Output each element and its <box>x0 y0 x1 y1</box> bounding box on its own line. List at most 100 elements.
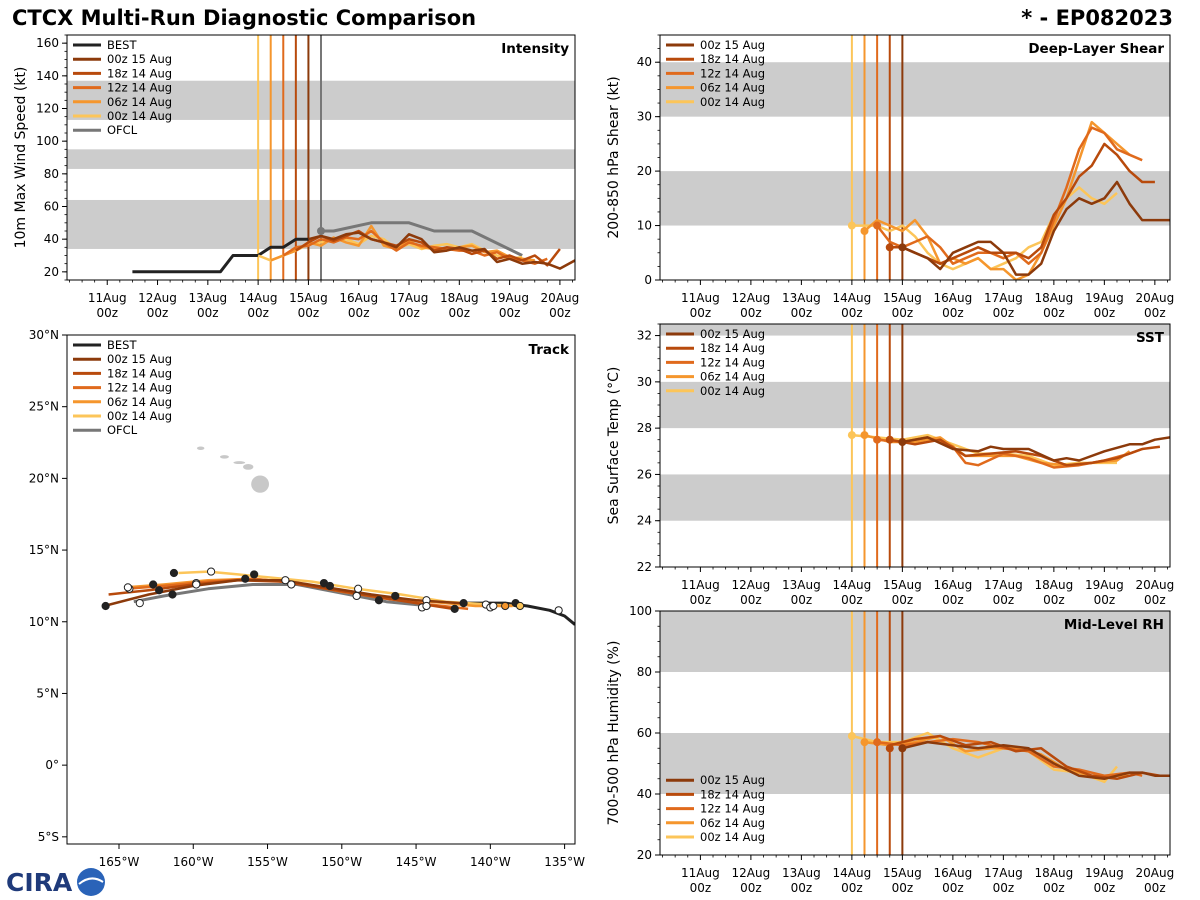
cira-logo: CIRA <box>6 868 105 897</box>
rh-y-tick-label: 40 <box>637 787 652 801</box>
intensity-y-axis-label: 10m Max Wind Speed (kt) <box>13 67 29 249</box>
intensity-panel-title: Intensity <box>501 41 569 57</box>
track-point-23 <box>352 591 361 601</box>
sst-x-tick-label: 16Aug <box>934 578 973 592</box>
rh-band-1 <box>660 611 1170 672</box>
sst-legend-label: 18z 14 Aug <box>700 341 765 355</box>
intensity-series-6 <box>308 231 575 270</box>
cira-logo-text: CIRA <box>6 868 73 897</box>
intensity-x-tick-label-hour: 00z <box>398 306 420 320</box>
intensity-series-0 <box>132 237 309 274</box>
track-point-9 <box>391 591 400 601</box>
sst-legend-label: 06z 14 Aug <box>700 370 765 384</box>
rh-y-tick-label: 80 <box>637 665 652 679</box>
shear-x-tick-label: 11Aug <box>681 291 720 305</box>
rh-x-tick-label-hour: 00z <box>1144 881 1166 895</box>
rh-chart: 2040608010011Aug00z12Aug00z13Aug00z14Aug… <box>606 604 1174 895</box>
track-x-tick-label: 150°W <box>321 855 362 869</box>
track-x-tick-label: 155°W <box>247 855 288 869</box>
rh-y-axis-label: 700-500 hPa Humidity (%) <box>606 641 622 826</box>
track-x-tick-label: 165°W <box>99 855 140 869</box>
intensity-x-tick-label-hour: 00z <box>499 306 521 320</box>
shear-x-tick-label-hour: 00z <box>993 306 1015 320</box>
rh-x-tick-label-hour: 00z <box>690 881 712 895</box>
rh-legend-label: 00z 15 Aug <box>700 773 765 787</box>
rh-y-tick-label: 100 <box>629 604 652 618</box>
rh-marker-3 <box>885 744 894 753</box>
sst-legend-label: 00z 14 Aug <box>700 384 765 398</box>
hawaii-island-0 <box>196 446 205 450</box>
shear-x-tick-label-hour: 00z <box>740 306 762 320</box>
track-point-0 <box>101 601 110 611</box>
sst-plot-area <box>660 324 1170 567</box>
shear-marker-3 <box>885 243 894 252</box>
track-y-tick-label: 30°N <box>29 328 59 342</box>
sst-x-tick-label: 13Aug <box>782 578 821 592</box>
shear-x-tick-label: 13Aug <box>782 291 821 305</box>
sst-y-tick-label: 22 <box>637 560 652 574</box>
intensity-y-tick-label: 40 <box>44 232 59 246</box>
sst-marker-3 <box>885 435 894 444</box>
sst-x-tick-label-hour: 00z <box>993 593 1015 607</box>
sst-x-tick-label: 15Aug <box>883 578 922 592</box>
sst-x-tick-label: 11Aug <box>681 578 720 592</box>
track-legend-label: 00z 14 Aug <box>107 409 172 423</box>
sst-x-tick-label-hour: 00z <box>942 593 964 607</box>
intensity-x-tick-label: 12Aug <box>138 291 177 305</box>
sst-x-tick-label-hour: 00z <box>1144 593 1166 607</box>
hawaii-island-2 <box>233 461 246 465</box>
rh-panel-title: Mid-Level RH <box>1064 617 1164 633</box>
intensity-x-tick-label-hour: 00z <box>549 306 571 320</box>
shear-y-tick-label: 0 <box>644 273 652 287</box>
track-point-19 <box>206 567 216 576</box>
rh-series-3 <box>889 734 1161 781</box>
intensity-series-4 <box>282 229 548 265</box>
sst-x-tick-label-hour: 00z <box>791 593 813 607</box>
track-legend-label: OFCL <box>107 423 138 437</box>
track-y-tick-label: 20°N <box>29 471 59 485</box>
track-point-1 <box>149 580 158 589</box>
rh-series-4 <box>902 740 1170 781</box>
track-point-3 <box>168 590 177 599</box>
rh-x-tick-label-hour: 00z <box>791 881 813 895</box>
track-point-18 <box>192 580 201 589</box>
shear-marker-2 <box>873 221 882 230</box>
shear-legend-label: 00z 15 Aug <box>700 38 765 52</box>
shear-y-tick-label: 30 <box>637 110 652 124</box>
rh-x-tick-label-hour: 00z <box>1094 881 1116 895</box>
intensity-x-tick-label-hour: 00z <box>449 306 471 320</box>
intensity-marker-0 <box>317 227 325 235</box>
intensity-legend-label: 12z 14 Aug <box>107 81 172 95</box>
cira-logo-swoosh <box>78 877 104 885</box>
intensity-x-tick-label: 20Aug <box>541 291 580 305</box>
shear-x-tick-label: 14Aug <box>833 291 872 305</box>
shear-x-tick-label-hour: 00z <box>892 306 914 320</box>
track-legend-label: BEST <box>107 338 137 352</box>
shear-marker-0 <box>847 221 856 230</box>
shear-x-tick-label: 15Aug <box>883 291 922 305</box>
track-x-tick-label: 145°W <box>396 855 437 869</box>
sst-y-axis-label: Sea Surface Temp (°C) <box>606 367 622 525</box>
intensity-x-tick-label: 16Aug <box>339 291 378 305</box>
sst-legend-label: 12z 14 Aug <box>700 355 765 369</box>
sst-x-tick-label-hour: 00z <box>740 593 762 607</box>
sst-x-tick-label-hour: 00z <box>1043 593 1065 607</box>
hawaii-island-4 <box>251 475 270 493</box>
sst-y-tick-label: 26 <box>637 467 652 481</box>
intensity-legend-label: 00z 15 Aug <box>107 52 172 66</box>
shear-x-tick-label-hour: 00z <box>690 306 712 320</box>
shear-chart: 01020304011Aug00z12Aug00z13Aug00z14Aug00… <box>606 34 1174 320</box>
intensity-legend-label: OFCL <box>107 123 138 137</box>
storm-id: * - EP082023 <box>1021 6 1173 30</box>
track-point-4 <box>169 568 179 578</box>
intensity-x-tick-label: 17Aug <box>390 291 429 305</box>
intensity-series-1 <box>321 221 523 257</box>
rh-x-tick-label: 17Aug <box>984 866 1023 880</box>
intensity-legend-label: 06z 14 Aug <box>107 95 172 109</box>
track-point-8 <box>325 581 335 591</box>
track-point-26 <box>422 601 431 611</box>
sst-x-tick-label: 20Aug <box>1135 578 1174 592</box>
sst-marker-4 <box>898 438 907 447</box>
intensity-x-tick-label: 14Aug <box>239 291 278 305</box>
